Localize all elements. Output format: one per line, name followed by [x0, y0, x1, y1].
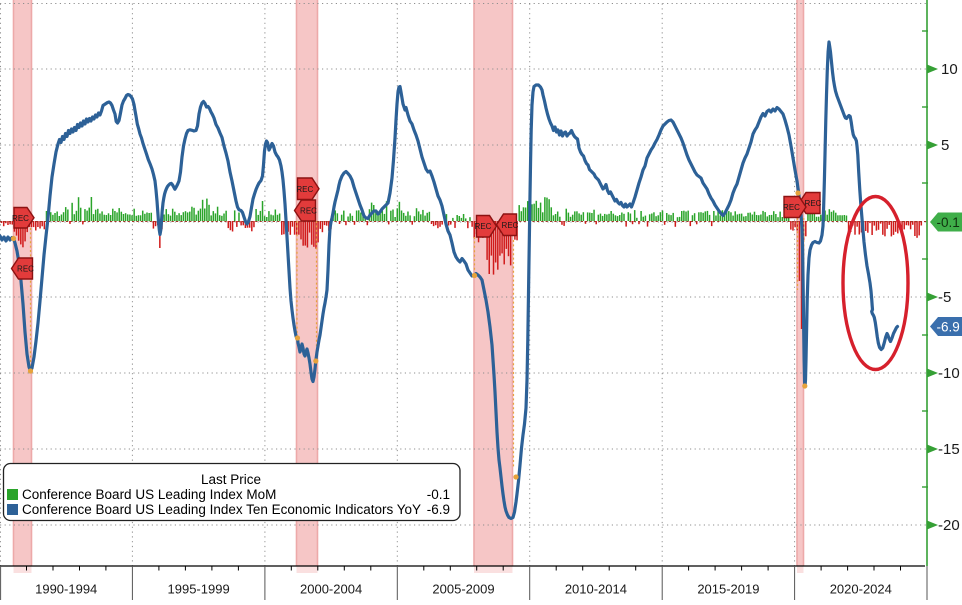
svg-text:10: 10 [941, 61, 958, 78]
svg-text:REC: REC [12, 214, 29, 223]
svg-text:-20: -20 [938, 517, 960, 534]
svg-text:REC: REC [296, 185, 313, 194]
svg-text:Conference Board US Leading In: Conference Board US Leading Index Ten Ec… [22, 502, 421, 517]
svg-text:REC: REC [805, 199, 822, 208]
svg-text:1995-1999: 1995-1999 [168, 582, 230, 597]
svg-text:2020-2024: 2020-2024 [830, 582, 892, 597]
svg-text:2010-2014: 2010-2014 [565, 582, 627, 597]
svg-text:-6.9: -6.9 [937, 320, 960, 335]
svg-text:REC: REC [300, 207, 317, 216]
svg-text:-6.9: -6.9 [427, 502, 450, 517]
svg-text:REC: REC [17, 265, 34, 274]
svg-text:-15: -15 [938, 441, 960, 458]
svg-text:5: 5 [941, 137, 949, 154]
svg-text:1990-1994: 1990-1994 [35, 582, 97, 597]
svg-text:2005-2009: 2005-2009 [432, 582, 494, 597]
svg-text:2015-2019: 2015-2019 [697, 582, 759, 597]
svg-text:-0.1: -0.1 [427, 487, 450, 502]
svg-text:-5: -5 [938, 289, 951, 306]
svg-text:Last Price: Last Price [201, 472, 261, 487]
svg-text:REC: REC [475, 222, 492, 231]
svg-text:-0.1: -0.1 [937, 215, 960, 230]
svg-text:REC: REC [783, 203, 800, 212]
svg-text:2000-2004: 2000-2004 [300, 582, 362, 597]
svg-text:REC: REC [502, 221, 519, 230]
svg-text:-10: -10 [938, 365, 960, 382]
svg-text:Conference Board US Leading In: Conference Board US Leading Index MoM [22, 487, 276, 502]
